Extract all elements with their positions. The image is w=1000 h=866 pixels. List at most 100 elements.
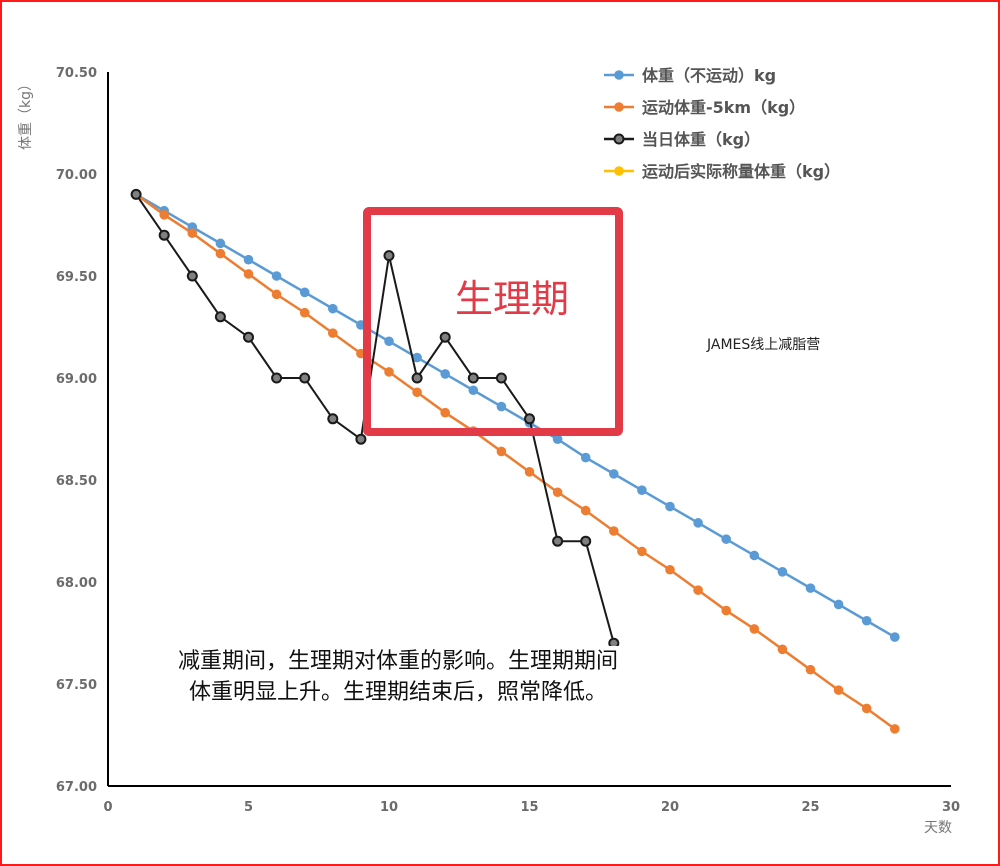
data-point bbox=[271, 372, 283, 384]
data-point bbox=[214, 311, 226, 323]
data-point bbox=[412, 352, 422, 363]
legend-item: 运动体重-5km（kg） bbox=[604, 98, 805, 117]
legend-label: 运动后实际称量体重（kg） bbox=[642, 162, 840, 181]
x-tick-label: 5 bbox=[244, 800, 253, 815]
data-point bbox=[496, 446, 507, 457]
y-tick-label: 67.50 bbox=[56, 678, 97, 693]
data-point bbox=[271, 271, 282, 281]
data-point bbox=[299, 307, 310, 318]
data-point bbox=[411, 372, 423, 384]
data-point bbox=[299, 372, 311, 384]
data-point bbox=[833, 685, 844, 695]
x-tick-label: 20 bbox=[661, 800, 679, 815]
chart-axes bbox=[107, 72, 951, 787]
legend-label: 运动体重-5km（kg） bbox=[642, 98, 805, 117]
legend-marker-icon bbox=[613, 133, 625, 145]
data-point bbox=[215, 238, 226, 249]
data-point bbox=[552, 535, 564, 547]
data-point bbox=[833, 599, 844, 610]
x-tick-label: 15 bbox=[520, 800, 538, 815]
x-tick-label: 10 bbox=[380, 800, 398, 815]
data-point bbox=[524, 467, 535, 477]
data-point bbox=[749, 624, 760, 634]
data-point bbox=[890, 632, 900, 642]
data-point bbox=[580, 505, 591, 516]
data-point bbox=[243, 331, 254, 343]
legend-label: 体重（不运动）kg bbox=[642, 66, 776, 85]
x-tick-label: 0 bbox=[103, 800, 112, 815]
data-point bbox=[130, 188, 142, 200]
data-point bbox=[609, 526, 619, 536]
data-point bbox=[467, 372, 479, 384]
data-point bbox=[861, 615, 872, 626]
watermark-text: JAMES线上减脂营 bbox=[706, 337, 820, 353]
data-point bbox=[665, 501, 675, 512]
legend-label: 当日体重（kg） bbox=[642, 130, 760, 149]
x-axis-title: 天数 bbox=[924, 820, 952, 836]
y-axis-ticks: 70.50 70.00 69.50 69.00 68.50 68.00 67.50 67.00 bbox=[56, 66, 97, 795]
data-point bbox=[327, 413, 339, 425]
data-point bbox=[328, 328, 338, 338]
legend-marker-icon bbox=[614, 166, 624, 176]
data-point bbox=[328, 303, 338, 314]
data-point bbox=[693, 585, 703, 595]
series-1 bbox=[131, 189, 900, 734]
x-axis-ticks: 0 5 10 15 20 25 30 bbox=[103, 800, 960, 815]
data-point bbox=[890, 724, 900, 734]
y-tick-label: 69.50 bbox=[56, 270, 97, 285]
legend-item: 体重（不运动）kg bbox=[604, 66, 776, 85]
x-tick-label: 30 bbox=[942, 800, 960, 815]
series-line bbox=[135, 193, 615, 644]
note-line-2: 体重明显上升。生理期结束后，照常降低。 bbox=[188, 680, 607, 705]
series-line bbox=[135, 193, 896, 639]
data-point bbox=[355, 433, 367, 445]
y-tick-label: 68.50 bbox=[56, 474, 97, 489]
data-point bbox=[637, 546, 647, 557]
data-point bbox=[299, 287, 310, 298]
data-point bbox=[805, 583, 816, 593]
data-point bbox=[243, 254, 254, 265]
data-point bbox=[609, 469, 619, 479]
data-point bbox=[384, 367, 394, 377]
data-point bbox=[187, 228, 198, 238]
y-axis-title: 体重（kg） bbox=[18, 77, 34, 150]
note-line-1: 减重期间，生理期对体重的影响。生理期期间 bbox=[177, 649, 618, 674]
data-point bbox=[439, 331, 451, 343]
chart-legend: 体重（不运动）kg 运动体重-5km（kg） 当日体重（kg） 运动后实际称量体重（k… bbox=[604, 66, 840, 181]
data-point bbox=[384, 336, 394, 347]
chart-series bbox=[130, 188, 900, 734]
data-point bbox=[495, 372, 507, 384]
x-tick-label: 25 bbox=[801, 800, 819, 815]
data-point bbox=[215, 248, 226, 259]
data-point bbox=[158, 229, 170, 241]
data-point bbox=[805, 664, 816, 675]
data-point bbox=[721, 605, 731, 616]
legend-item: 当日体重（kg） bbox=[604, 130, 760, 149]
legend-marker-icon bbox=[614, 70, 624, 80]
data-point bbox=[440, 369, 451, 379]
data-point bbox=[777, 644, 788, 655]
data-point bbox=[524, 413, 535, 425]
data-point bbox=[496, 401, 507, 412]
data-point bbox=[552, 434, 563, 445]
data-point bbox=[186, 270, 198, 282]
data-point bbox=[749, 550, 760, 561]
y-tick-label: 70.00 bbox=[56, 168, 97, 183]
data-point bbox=[693, 518, 703, 528]
y-tick-label: 67.00 bbox=[56, 780, 97, 795]
data-point bbox=[440, 407, 451, 418]
data-point bbox=[861, 703, 872, 714]
data-point bbox=[468, 385, 479, 396]
data-point bbox=[665, 564, 675, 575]
data-point bbox=[159, 210, 169, 220]
period-label: 生理期 bbox=[455, 277, 569, 321]
data-point bbox=[777, 567, 788, 577]
y-tick-label: 69.00 bbox=[56, 372, 97, 387]
data-point bbox=[637, 485, 647, 496]
series-2 bbox=[130, 188, 620, 649]
data-point bbox=[271, 289, 282, 300]
data-point bbox=[580, 535, 592, 547]
data-point bbox=[552, 487, 563, 498]
